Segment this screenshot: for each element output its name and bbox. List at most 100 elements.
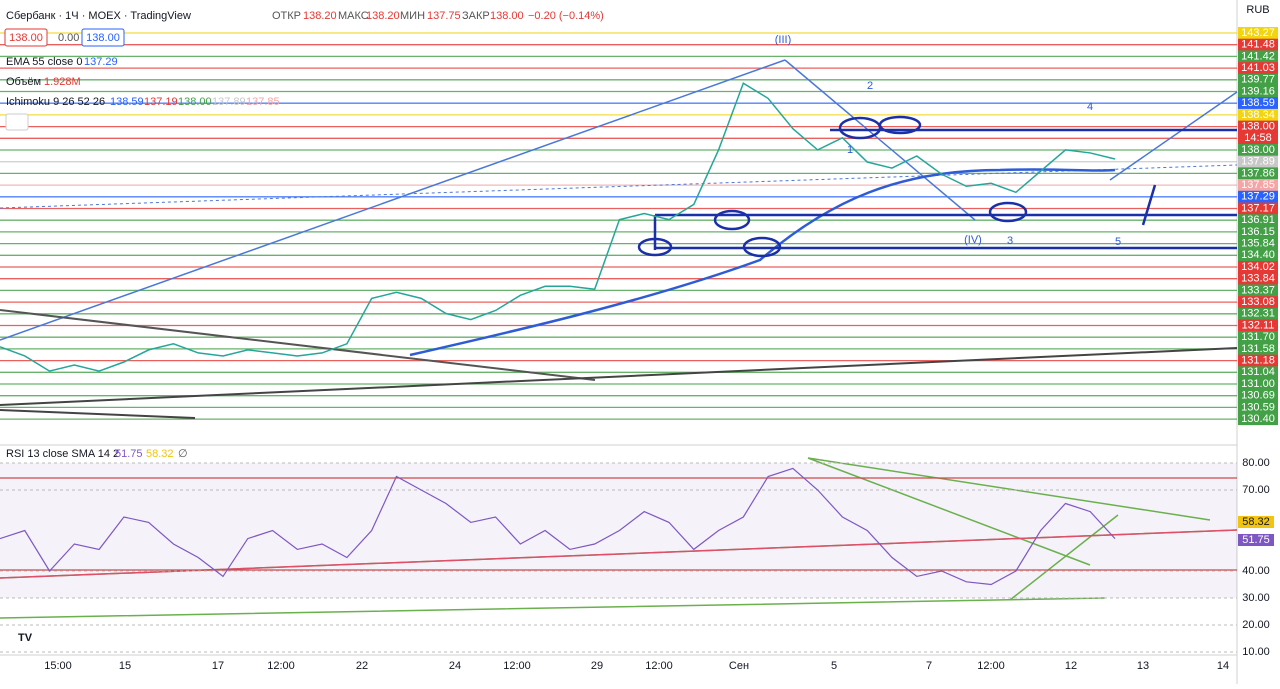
price-badge — [1238, 214, 1278, 227]
indicator-name[interactable]: Ichimoku 9 26 52 26 — [6, 96, 105, 108]
hand-circle — [637, 237, 673, 257]
price-label: 137.85 — [1241, 179, 1275, 191]
hand-circle — [988, 201, 1028, 223]
price-badge — [1238, 50, 1278, 63]
indicator-value: 137.85 — [246, 96, 280, 108]
rsi-line — [0, 467, 1116, 586]
indicator-name[interactable]: EMA 55 close 0 — [6, 56, 82, 68]
price-label: 130.59 — [1241, 401, 1275, 413]
wave-label: 3 — [1007, 235, 1013, 247]
price-label: 131.00 — [1241, 378, 1275, 390]
time-label: 12 — [1065, 660, 1077, 672]
price-label: 14:58 — [1244, 132, 1272, 144]
price-badge — [1238, 120, 1278, 133]
indicator-name[interactable]: Объём — [6, 76, 41, 88]
price-badge — [1238, 366, 1278, 379]
currency[interactable]: RUB — [1246, 4, 1269, 16]
price-label: 133.37 — [1241, 284, 1275, 296]
rsi-tick-label: 10.00 — [1242, 646, 1270, 658]
price-label: 143.27 — [1241, 27, 1275, 39]
time-label: 13 — [1137, 660, 1149, 672]
indicator-value: 138.59 — [110, 96, 144, 108]
price-badge — [1238, 155, 1278, 168]
wave-label: 4 — [1087, 101, 1093, 113]
rsi-tick-label: 80.00 — [1242, 457, 1270, 469]
indicator-value: 137.89 — [212, 96, 246, 108]
price-label: 130.69 — [1241, 390, 1275, 402]
time-label: Сен — [729, 660, 749, 672]
price-label: 138.00 — [1241, 144, 1275, 156]
rsi-tick-label: 40.00 — [1242, 565, 1270, 577]
ohlc-value: 138.20 — [303, 10, 337, 22]
price-label: 138.59 — [1241, 97, 1275, 109]
price-label: 131.58 — [1241, 343, 1275, 355]
collapse-button[interactable] — [5, 113, 29, 131]
rsi-badge-label: 58.32 — [1242, 516, 1270, 528]
wave-label: 5 — [1115, 236, 1121, 248]
price-label: 141.03 — [1241, 62, 1275, 74]
price-badge — [1238, 62, 1278, 75]
hand-circle — [713, 209, 751, 231]
indicator-value: 137.19 — [144, 96, 178, 108]
price-badge — [1238, 342, 1278, 355]
trend-line — [0, 409, 196, 419]
price-badge — [1238, 378, 1278, 390]
rsi-tick-label: 70.00 — [1242, 484, 1270, 496]
wave-label: 1 — [847, 144, 853, 156]
hand-circle — [742, 236, 782, 258]
price-line — [0, 82, 1116, 372]
ask-price[interactable]: 138.00 — [86, 32, 120, 44]
price-label: 137.86 — [1241, 167, 1275, 179]
time-label: 24 — [449, 660, 461, 672]
time-label: 12:00 — [977, 660, 1005, 672]
price-badge — [1238, 284, 1278, 297]
price-label: 133.84 — [1241, 273, 1275, 285]
price-label: 131.18 — [1241, 355, 1275, 367]
price-label: 131.04 — [1241, 366, 1275, 378]
price-label: 135.84 — [1241, 238, 1275, 250]
ohlc-label: МИН — [400, 10, 425, 22]
price-label: 141.42 — [1241, 50, 1275, 62]
time-label: 29 — [591, 660, 603, 672]
time-label: 12:00 — [645, 660, 673, 672]
price-label: 137.17 — [1241, 202, 1275, 214]
ohlc-label: МАКС — [338, 10, 369, 22]
price-badge — [1238, 331, 1278, 344]
bid-price[interactable]: 138.00 — [9, 32, 43, 44]
price-label: 139.16 — [1241, 85, 1275, 97]
time-label: 5 — [831, 660, 837, 672]
trend-line — [0, 347, 1238, 406]
price-label: 131.70 — [1241, 331, 1275, 343]
indicator-name[interactable]: RSI 13 close SMA 14 2 — [6, 448, 119, 460]
price-badge — [1238, 249, 1278, 262]
time-label: 7 — [926, 660, 932, 672]
price-badge — [1238, 261, 1278, 273]
rsi-badge — [1238, 534, 1274, 546]
spread: 0.00 — [58, 32, 79, 44]
symbol-title[interactable]: Сбербанк · 1Ч · MOEX · TradingView — [6, 10, 191, 22]
logo: TV — [18, 632, 33, 644]
buy-button[interactable] — [81, 28, 125, 47]
price-badge — [1238, 27, 1278, 39]
dashed-line — [0, 164, 1238, 209]
sell-button[interactable] — [4, 28, 48, 47]
indicator-value: 138.00 — [178, 96, 212, 108]
price-badge — [1238, 401, 1278, 414]
price-badge — [1238, 237, 1278, 250]
indicator-value: ∅ — [178, 448, 188, 460]
indicator-value: 1.928M — [44, 76, 81, 88]
price-badge — [1238, 413, 1278, 426]
rsi-badge — [1238, 516, 1274, 528]
hand-drawn-level — [653, 128, 1237, 250]
ohlc-label: ОТКР — [272, 10, 301, 22]
rsi-trend-line — [0, 457, 1238, 619]
time-label: 12:00 — [503, 660, 531, 672]
indicator-value: 137.29 — [84, 56, 118, 68]
trend-line — [784, 59, 976, 221]
price-label: 134.02 — [1241, 261, 1275, 273]
price-label: 137.89 — [1241, 156, 1275, 168]
price-badge — [1238, 225, 1278, 238]
rsi-badge-label: 51.75 — [1242, 534, 1270, 546]
ohlc-change: −0.20 (−0.14%) — [528, 10, 604, 22]
price-label: 132.11 — [1242, 319, 1275, 331]
